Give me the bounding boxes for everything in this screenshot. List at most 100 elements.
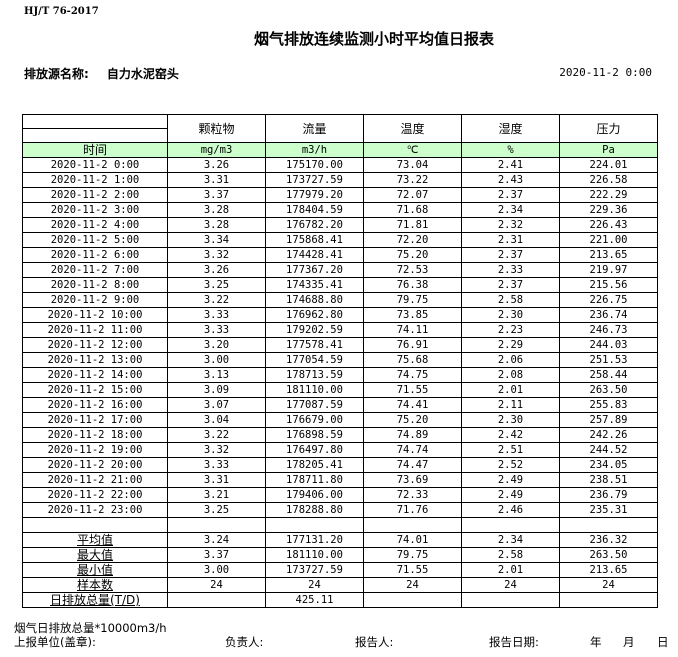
unit-row: 时间 mg/m3 m3/h ℃ % Pa bbox=[22, 142, 658, 158]
value-cell: 2.58 bbox=[461, 292, 560, 308]
column-header: 流量 bbox=[265, 114, 364, 143]
value-cell: 2.52 bbox=[461, 457, 560, 473]
time-cell: 2020-11-2 6:00 bbox=[22, 247, 168, 263]
value-cell: 179406.00 bbox=[265, 487, 364, 503]
value-cell: 3.32 bbox=[167, 442, 266, 458]
column-header: 湿度 bbox=[461, 114, 560, 143]
time-cell: 2020-11-2 17:00 bbox=[22, 412, 168, 428]
value-cell: 226.58 bbox=[559, 172, 658, 188]
data-row: 2020-11-2 6:00 3.32 174428.41 75.20 2.37 213.… bbox=[22, 247, 658, 263]
value-cell: 74.75 bbox=[363, 367, 462, 383]
data-row: 2020-11-2 8:00 3.25 174335.41 76.38 2.37 215.… bbox=[22, 277, 658, 293]
time-cell: 2020-11-2 23:00 bbox=[22, 502, 168, 518]
time-cell: 2020-11-2 13:00 bbox=[22, 352, 168, 368]
blank-row bbox=[22, 517, 658, 533]
value-cell: 173727.59 bbox=[265, 562, 364, 578]
value-cell: 181110.00 bbox=[265, 547, 364, 563]
value-cell: 3.00 bbox=[167, 562, 266, 578]
value-cell: 72.20 bbox=[363, 232, 462, 248]
value-cell: 71.55 bbox=[363, 382, 462, 398]
value-cell: 74.47 bbox=[363, 457, 462, 473]
reporter-label: 报告人: bbox=[355, 635, 394, 649]
value-cell: 3.13 bbox=[167, 367, 266, 383]
data-row: 2020-11-2 3:00 3.28 178404.59 71.68 2.34 229.… bbox=[22, 202, 658, 218]
value-cell: 219.97 bbox=[559, 262, 658, 278]
value-cell: 73.69 bbox=[363, 472, 462, 488]
time-cell: 2020-11-2 1:00 bbox=[22, 172, 168, 188]
value-cell: 76.38 bbox=[363, 277, 462, 293]
footer-note: 烟气日排放总量*10000m3/h bbox=[14, 621, 167, 635]
data-row: 2020-11-2 9:00 3.22 174688.80 79.75 2.58 226.… bbox=[22, 292, 658, 308]
value-cell: 3.31 bbox=[167, 472, 266, 488]
value-cell: 178288.80 bbox=[265, 502, 364, 518]
value-cell: 3.04 bbox=[167, 412, 266, 428]
value-cell: 72.33 bbox=[363, 487, 462, 503]
value-cell: 179202.59 bbox=[265, 322, 364, 338]
unit-cell: mg/m3 bbox=[167, 142, 266, 158]
value-cell: 177054.59 bbox=[265, 352, 364, 368]
value-cell: 263.50 bbox=[559, 547, 658, 563]
value-cell: 178711.80 bbox=[265, 472, 364, 488]
value-cell: 2.32 bbox=[461, 217, 560, 233]
time-cell: 2020-11-2 21:00 bbox=[22, 472, 168, 488]
value-cell: 2.30 bbox=[461, 307, 560, 323]
value-cell: 2.34 bbox=[461, 202, 560, 218]
value-cell: 24 bbox=[461, 577, 560, 593]
time-cell: 2020-11-2 22:00 bbox=[22, 487, 168, 503]
value-cell: 79.75 bbox=[363, 547, 462, 563]
value-cell: 176679.00 bbox=[265, 412, 364, 428]
page-title: 烟气排放连续监测小时平均值日报表 bbox=[253, 30, 494, 48]
value-cell: 176497.80 bbox=[265, 442, 364, 458]
value-cell: 2.31 bbox=[461, 232, 560, 248]
value-cell: 3.37 bbox=[167, 187, 266, 203]
value-cell: 2.42 bbox=[461, 427, 560, 443]
value-cell: 71.55 bbox=[363, 562, 462, 578]
value-cell: 257.89 bbox=[559, 412, 658, 428]
time-cell bbox=[22, 517, 168, 533]
data-row: 2020-11-2 16:00 3.07 177087.59 74.41 2.11 255… bbox=[22, 397, 658, 413]
value-cell: 3.37 bbox=[167, 547, 266, 563]
header-corner-top bbox=[22, 114, 168, 129]
data-row: 2020-11-2 19:00 3.32 176497.80 74.74 2.51 244… bbox=[22, 442, 658, 458]
value-cell: 2.46 bbox=[461, 502, 560, 518]
value-cell: 175868.41 bbox=[265, 232, 364, 248]
value-cell bbox=[363, 517, 462, 533]
value-cell: 3.26 bbox=[167, 157, 266, 173]
data-row: 2020-11-2 15:00 3.09 181110.00 71.55 2.01 263… bbox=[22, 382, 658, 398]
value-cell: 2.51 bbox=[461, 442, 560, 458]
value-cell: 71.68 bbox=[363, 202, 462, 218]
time-cell: 2020-11-2 15:00 bbox=[22, 382, 168, 398]
unit-cell: Pa bbox=[559, 142, 658, 158]
value-cell: 3.33 bbox=[167, 307, 266, 323]
unit-cell: % bbox=[461, 142, 560, 158]
value-cell: 229.36 bbox=[559, 202, 658, 218]
time-cell: 2020-11-2 11:00 bbox=[22, 322, 168, 338]
value-cell: 73.22 bbox=[363, 172, 462, 188]
value-cell: 236.74 bbox=[559, 307, 658, 323]
value-cell: 222.29 bbox=[559, 187, 658, 203]
time-cell: 2020-11-2 0:00 bbox=[22, 157, 168, 173]
value-cell: 74.89 bbox=[363, 427, 462, 443]
value-cell: 3.21 bbox=[167, 487, 266, 503]
data-row: 2020-11-2 18:00 3.22 176898.59 74.89 2.42 242… bbox=[22, 427, 658, 443]
value-cell: 251.53 bbox=[559, 352, 658, 368]
time-cell: 2020-11-2 5:00 bbox=[22, 232, 168, 248]
stat-row: 平均值 3.24 177131.20 74.01 2.34 236.32 bbox=[22, 532, 658, 548]
value-cell: 3.32 bbox=[167, 247, 266, 263]
value-cell: 24 bbox=[167, 577, 266, 593]
emission-source: 排放源名称: 自力水泥窑头 bbox=[24, 65, 179, 82]
value-cell: 255.83 bbox=[559, 397, 658, 413]
stat-row: 样本数 24 24 24 24 24 bbox=[22, 577, 658, 593]
time-cell: 2020-11-2 20:00 bbox=[22, 457, 168, 473]
data-row: 2020-11-2 7:00 3.26 177367.20 72.53 2.33 219.… bbox=[22, 262, 658, 278]
time-cell: 2020-11-2 10:00 bbox=[22, 307, 168, 323]
value-cell: 2.37 bbox=[461, 277, 560, 293]
report-date-label: 报告日期: bbox=[489, 635, 539, 649]
stat-row: 最小值 3.00 173727.59 71.55 2.01 213.65 bbox=[22, 562, 658, 578]
stat-label: 最小值 bbox=[22, 562, 168, 578]
value-cell: 2.01 bbox=[461, 382, 560, 398]
value-cell: 213.65 bbox=[559, 247, 658, 263]
value-cell: 174688.80 bbox=[265, 292, 364, 308]
data-row: 2020-11-2 23:00 3.25 178288.80 71.76 2.46 235… bbox=[22, 502, 658, 518]
value-cell: 263.50 bbox=[559, 382, 658, 398]
